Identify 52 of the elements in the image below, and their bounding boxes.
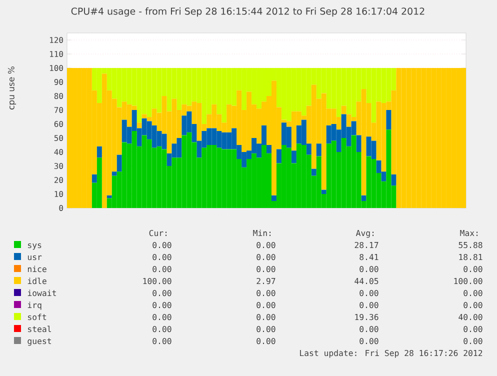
legend-label: iowait [28,290,56,296]
text: 0.00 [152,314,172,320]
text: 100.00 [143,278,172,284]
text: 0.00 [152,326,172,332]
text: 0.00 [152,242,172,248]
legend-label: guest [28,338,51,346]
text: Avg: [356,230,374,238]
text: 0.00 [256,266,276,272]
text: 0.00 [360,302,378,308]
text: 0.00 [360,326,378,332]
text: 0.00 [360,338,378,344]
legend-label: nice [28,266,46,272]
text: 0.00 [256,338,276,344]
legend-label: usr [28,255,42,260]
text: 0.00 [256,242,276,248]
y-axis-title: cpu use % [8,66,16,110]
legend-label: idle [28,278,46,284]
text: 18.81 [459,254,482,260]
text: 8.41 [360,254,378,260]
text: 40.00 [458,314,482,320]
text: 100.00 [454,278,482,284]
legend-label: irq [28,302,42,310]
legend-label: steal [28,326,51,332]
text: 0.00 [360,266,378,272]
text: Cur: [149,230,167,236]
text: 0.00 [256,314,276,320]
text: 19.36 [355,314,378,320]
text: 0.00 [464,326,482,332]
text: 0.00 [152,338,172,344]
chart-title: CPU#4 usage - from Fri Sep 28 16:15:44 2012 to Fri Sep 28 16:17:04 2012 [71,7,424,17]
text: 0.00 [152,302,172,308]
text: 2.97 [256,278,276,284]
text: 0.00 [464,266,482,272]
text: 0.00 [464,302,482,308]
text: 0.00 [256,302,276,308]
text: 0.00 [256,254,276,260]
text: Min: [253,230,271,236]
text: 0.00 [464,338,482,344]
legend-label: sys [28,243,42,250]
text: 0.00 [464,290,482,296]
text: 0.00 [360,290,378,296]
text: 0.00 [152,254,172,260]
text: 0.00 [152,266,172,272]
text: 0.00 [256,326,276,332]
text: 0.00 [152,290,172,296]
text: 44.05 [354,278,378,284]
text: Last update: Fri Sep 28 16:17:26 2012 [300,350,482,358]
legend-label: soft [28,314,46,320]
text: Max: [460,230,478,236]
text: 0.00 [256,290,276,296]
text: 55.88 [458,242,482,248]
text: 28.17 [354,242,378,248]
